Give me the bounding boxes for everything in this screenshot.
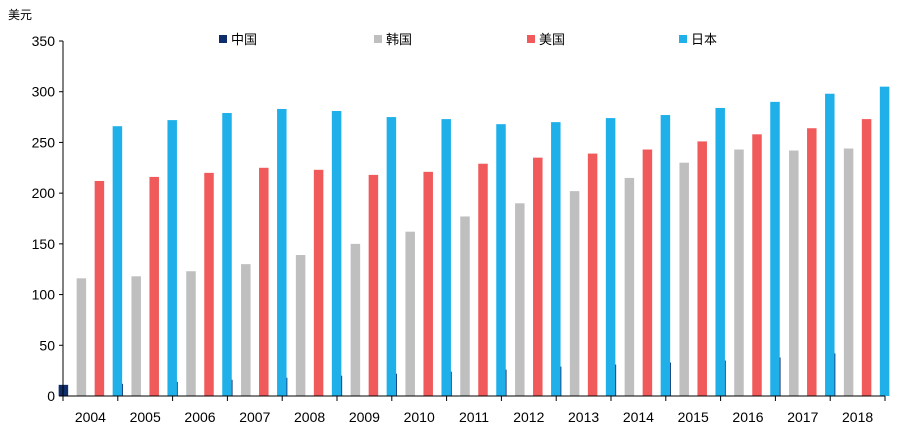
bar-韩国-2004 <box>76 278 87 396</box>
y-tick-label: 200 <box>32 185 56 201</box>
bar-日本-2006 <box>222 113 232 396</box>
x-tick-label: 2009 <box>349 409 380 425</box>
bar-韩国-2015 <box>679 162 689 396</box>
bar-日本-2015 <box>715 107 725 396</box>
x-tick-label: 2015 <box>678 409 709 425</box>
bar-韩国-2011 <box>460 216 470 396</box>
bar-日本-2010 <box>441 119 451 396</box>
bar-日本-2013 <box>605 118 616 396</box>
bar-韩国-2009 <box>350 243 361 396</box>
x-tick-label: 2018 <box>842 409 873 425</box>
bar-日本-2011 <box>496 124 506 397</box>
bar-美国-2018 <box>861 119 872 396</box>
legend: 中国 韩国 美国 日本 <box>219 33 717 48</box>
y-tick-label: 300 <box>32 84 56 100</box>
bar-韩国-2016 <box>734 149 744 396</box>
bar-日本-2009 <box>386 117 397 396</box>
bar-日本-2004 <box>112 126 123 396</box>
x-tick-label: 2012 <box>513 409 544 425</box>
x-tick-label: 2014 <box>623 409 654 425</box>
x-tick-label: 2013 <box>568 409 599 425</box>
legend-label-日本: 日本 <box>691 33 717 48</box>
bar-日本-2018 <box>879 86 890 396</box>
bar-美国-2006 <box>204 172 214 396</box>
x-tick-label: 2011 <box>459 409 489 425</box>
bars-group <box>58 86 890 397</box>
bar-日本-2014 <box>660 115 671 396</box>
x-tick-label: 2004 <box>75 409 106 425</box>
bar-韩国-2010 <box>405 231 415 396</box>
legend-label-美国: 美国 <box>539 33 565 48</box>
bar-美国-2010 <box>423 171 433 396</box>
axes-group: 0 50 100 150 200 250 300 350 2004 2005 2006 2007 200… <box>32 33 886 425</box>
bar-美国-2017 <box>807 128 817 397</box>
bar-日本-2017 <box>825 93 835 397</box>
legend-swatch-韩国 <box>374 35 382 43</box>
bar-韩国-2018 <box>843 148 854 396</box>
y-axis-unit-label: 美元 <box>8 8 32 22</box>
bar-韩国-2008 <box>295 255 306 396</box>
bar-日本-2008 <box>331 110 342 397</box>
bar-美国-2013 <box>587 153 598 396</box>
legend-swatch-日本 <box>679 35 687 43</box>
bar-韩国-2005 <box>131 276 141 396</box>
bar-韩国-2007 <box>241 264 251 396</box>
legend-swatch-中国 <box>219 35 227 43</box>
y-tick-label: 100 <box>32 287 56 303</box>
bar-美国-2015 <box>697 141 707 396</box>
y-tick-label: 250 <box>32 134 56 150</box>
bar-日本-2005 <box>167 120 177 397</box>
bar-日本-2016 <box>770 101 780 397</box>
y-tick-label: 150 <box>32 236 56 252</box>
y-tick-label: 350 <box>32 33 56 49</box>
bar-美国-2004 <box>94 180 105 396</box>
legend-swatch-美国 <box>527 35 535 43</box>
bar-美国-2016 <box>752 134 762 396</box>
x-tick-label: 2007 <box>239 409 270 425</box>
bar-韩国-2017 <box>789 150 799 396</box>
bar-韩国-2006 <box>186 271 196 396</box>
bar-日本-2012 <box>551 122 561 396</box>
x-tick-label: 2008 <box>294 409 325 425</box>
x-tick-label: 2016 <box>732 409 763 425</box>
bar-韩国-2012 <box>515 203 525 396</box>
bar-美国-2007 <box>259 167 269 396</box>
bar-美国-2014 <box>642 149 653 396</box>
bar-美国-2009 <box>368 174 379 396</box>
y-tick-label: 0 <box>47 388 55 404</box>
x-tick-label: 2006 <box>184 409 215 425</box>
bar-日本-2007 <box>277 108 287 397</box>
bar-美国-2012 <box>533 157 543 396</box>
bar-美国-2005 <box>149 176 159 396</box>
bar-美国-2011 <box>478 163 488 396</box>
bar-韩国-2014 <box>624 177 635 396</box>
x-tick-label: 2017 <box>787 409 818 425</box>
bar-韩国-2013 <box>569 191 580 396</box>
x-tick-label: 2005 <box>130 409 161 425</box>
bar-美国-2008 <box>313 169 324 396</box>
x-tick-label: 2010 <box>404 409 435 425</box>
y-tick-label: 50 <box>39 337 55 353</box>
legend-label-中国: 中国 <box>231 33 257 48</box>
legend-label-韩国: 韩国 <box>386 33 412 48</box>
